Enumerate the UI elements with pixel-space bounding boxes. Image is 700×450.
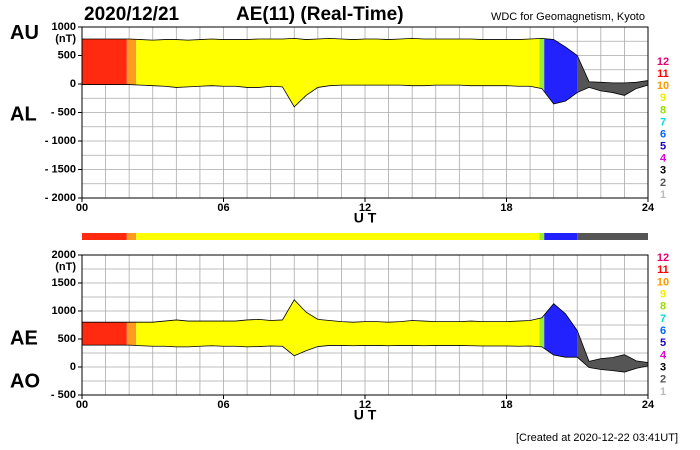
upper-label: AE [10, 327, 38, 349]
series-line [82, 299, 649, 363]
station-strip [126, 233, 137, 240]
legend-entry: 11 [657, 68, 669, 80]
legend-entry: 5 [660, 337, 666, 349]
x-tick-label: 06 [217, 202, 229, 214]
series-line [82, 37, 649, 84]
upper-label: AU [10, 22, 39, 44]
date: 2020/12/21 [84, 4, 180, 25]
station-strip [82, 233, 127, 240]
legend-entry: 11 [657, 264, 669, 276]
x-tick-label: 06 [217, 399, 229, 411]
unit-label: (nT) [55, 33, 76, 45]
legend-entry: 3 [660, 362, 666, 374]
x-tick-label: 24 [642, 399, 655, 411]
lower-label: AO [10, 370, 40, 392]
y-tick-label: 0 [70, 361, 76, 373]
x-tick-label: 12 [359, 399, 371, 411]
y-tick-label: - 1500 [45, 163, 76, 175]
station-band [126, 38, 137, 107]
x-axis-label: U T [354, 210, 377, 226]
y-tick-label: - 500 [51, 106, 76, 118]
title: AE(11) (Real-Time) [236, 4, 404, 25]
legend-entry: 2 [660, 374, 666, 386]
legend-entry: 10 [657, 276, 669, 288]
y-tick-label: 500 [58, 333, 76, 345]
x-tick-label: 24 [642, 202, 655, 214]
y-tick-label: 1000 [52, 305, 76, 317]
legend-entry: 4 [660, 153, 667, 165]
x-tick-label: 12 [359, 202, 371, 214]
legend-entry: 7 [660, 116, 666, 128]
legend-entry: 4 [660, 349, 667, 361]
station-strip [577, 233, 648, 240]
y-tick-label: 0 [70, 78, 76, 90]
y-tick-label: - 500 [51, 389, 76, 401]
x-axis-label: U T [354, 407, 377, 423]
legend-entry: 2 [660, 177, 666, 189]
station-band [539, 38, 545, 107]
series-line [82, 344, 649, 373]
station-strip [544, 233, 578, 240]
x-tick-label: 00 [76, 399, 88, 411]
legend-entry: 9 [660, 92, 666, 104]
legend-entry: 8 [660, 104, 666, 116]
legend-entry: 1 [660, 386, 666, 398]
station-band [539, 299, 545, 373]
y-tick-label: - 2000 [45, 192, 76, 204]
station-strip [136, 233, 540, 240]
lower-label: AL [10, 103, 37, 125]
source: WDC for Geomagnetism, Kyoto [491, 11, 645, 23]
legend-entry: 1 [660, 189, 666, 201]
legend-entry: 3 [660, 165, 666, 177]
y-tick-label: 2000 [52, 249, 76, 261]
legend-entry: 12 [657, 56, 669, 68]
legend-entry: 10 [657, 80, 669, 92]
legend-entry: 12 [657, 252, 669, 264]
footer: [Created at 2020-12-22 03:41UT] [516, 432, 678, 444]
y-tick-label: 500 [58, 49, 76, 61]
legend-entry: 6 [660, 325, 666, 337]
unit-label: (nT) [55, 261, 76, 273]
station-band [126, 299, 137, 373]
x-tick-label: 18 [500, 202, 512, 214]
legend-entry: 7 [660, 313, 666, 325]
series-line [82, 84, 649, 108]
legend-entry: 6 [660, 128, 666, 140]
y-tick-label: - 1000 [45, 135, 76, 147]
y-tick-label: 1500 [52, 277, 76, 289]
legend-entry: 8 [660, 301, 666, 313]
legend-entry: 9 [660, 288, 666, 300]
x-tick-label: 00 [76, 202, 88, 214]
x-tick-label: 18 [500, 399, 512, 411]
legend-entry: 5 [660, 141, 666, 153]
y-tick-label: 1000 [52, 21, 76, 33]
station-strip [539, 233, 545, 240]
